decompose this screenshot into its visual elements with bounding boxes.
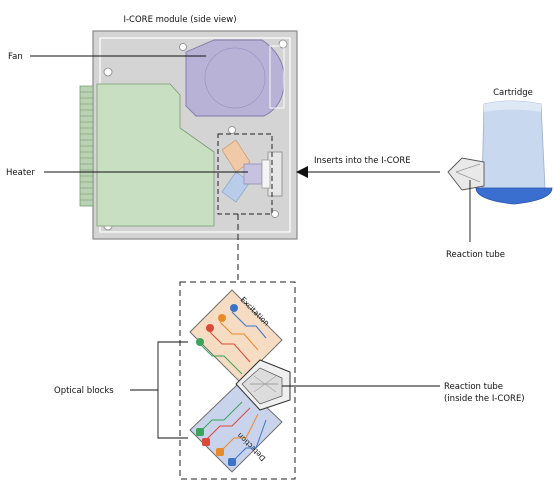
- cartridge-body: [481, 100, 546, 189]
- mount-hole: [179, 43, 187, 51]
- reaction-tube-tip: [447, 157, 485, 191]
- enlarged-view-box: [179, 281, 296, 480]
- fan-bracket: [269, 45, 285, 109]
- inserts-label: Inserts into the I-CORE: [314, 156, 411, 166]
- excitation-block-body: [189, 289, 283, 383]
- mount-hole: [271, 210, 279, 218]
- cartridge: [447, 100, 553, 205]
- heater-core: [243, 163, 263, 185]
- detector-orange: [216, 448, 224, 456]
- optical-blocks-label: Optical blocks: [54, 386, 114, 396]
- heater-top-plate: [221, 139, 251, 173]
- detector-red: [202, 438, 210, 446]
- mount-hole: [278, 39, 288, 49]
- cartridge-port-inner: [261, 159, 271, 189]
- detector-green: [196, 428, 204, 436]
- cartridge-label: Cartridge: [493, 88, 533, 98]
- reaction-tube-enlarged: [235, 359, 291, 411]
- heater-label: Heater: [6, 168, 35, 178]
- heater-callout-box: [217, 133, 273, 215]
- led-blue: [230, 304, 238, 312]
- module-title: I-CORE module (side view): [123, 15, 236, 25]
- reaction-tube-inside-label-1: Reaction tube: [444, 382, 503, 392]
- cartridge-base: [475, 187, 553, 205]
- reaction-tube-line: [253, 375, 277, 393]
- inserts-arrow-head: [296, 166, 308, 178]
- mount-hole: [103, 67, 113, 77]
- led-green: [196, 338, 204, 346]
- edge-connector-pins: [80, 91, 93, 201]
- detection-paths: [199, 401, 267, 463]
- led-orange: [218, 314, 226, 322]
- reaction-tube-detail: [455, 163, 481, 173]
- excitation-paths: [199, 311, 267, 375]
- optical-blocks-bracket: [157, 341, 188, 439]
- fan-label: Fan: [8, 52, 23, 62]
- mount-hole: [228, 126, 236, 134]
- detector-blue: [228, 458, 236, 466]
- circuit-board: [96, 83, 215, 227]
- reaction-tube-label: Reaction tube: [446, 250, 505, 260]
- reaction-tube-inside-label-2: (inside the I-CORE): [444, 394, 525, 404]
- led-red: [206, 324, 214, 332]
- fan-assembly: [185, 39, 285, 117]
- reaction-tube-detail: [455, 171, 481, 183]
- fan-rotor-outline: [204, 47, 266, 109]
- cartridge-lid: [484, 101, 541, 112]
- fan: [185, 39, 285, 117]
- i-core-module: [79, 30, 298, 240]
